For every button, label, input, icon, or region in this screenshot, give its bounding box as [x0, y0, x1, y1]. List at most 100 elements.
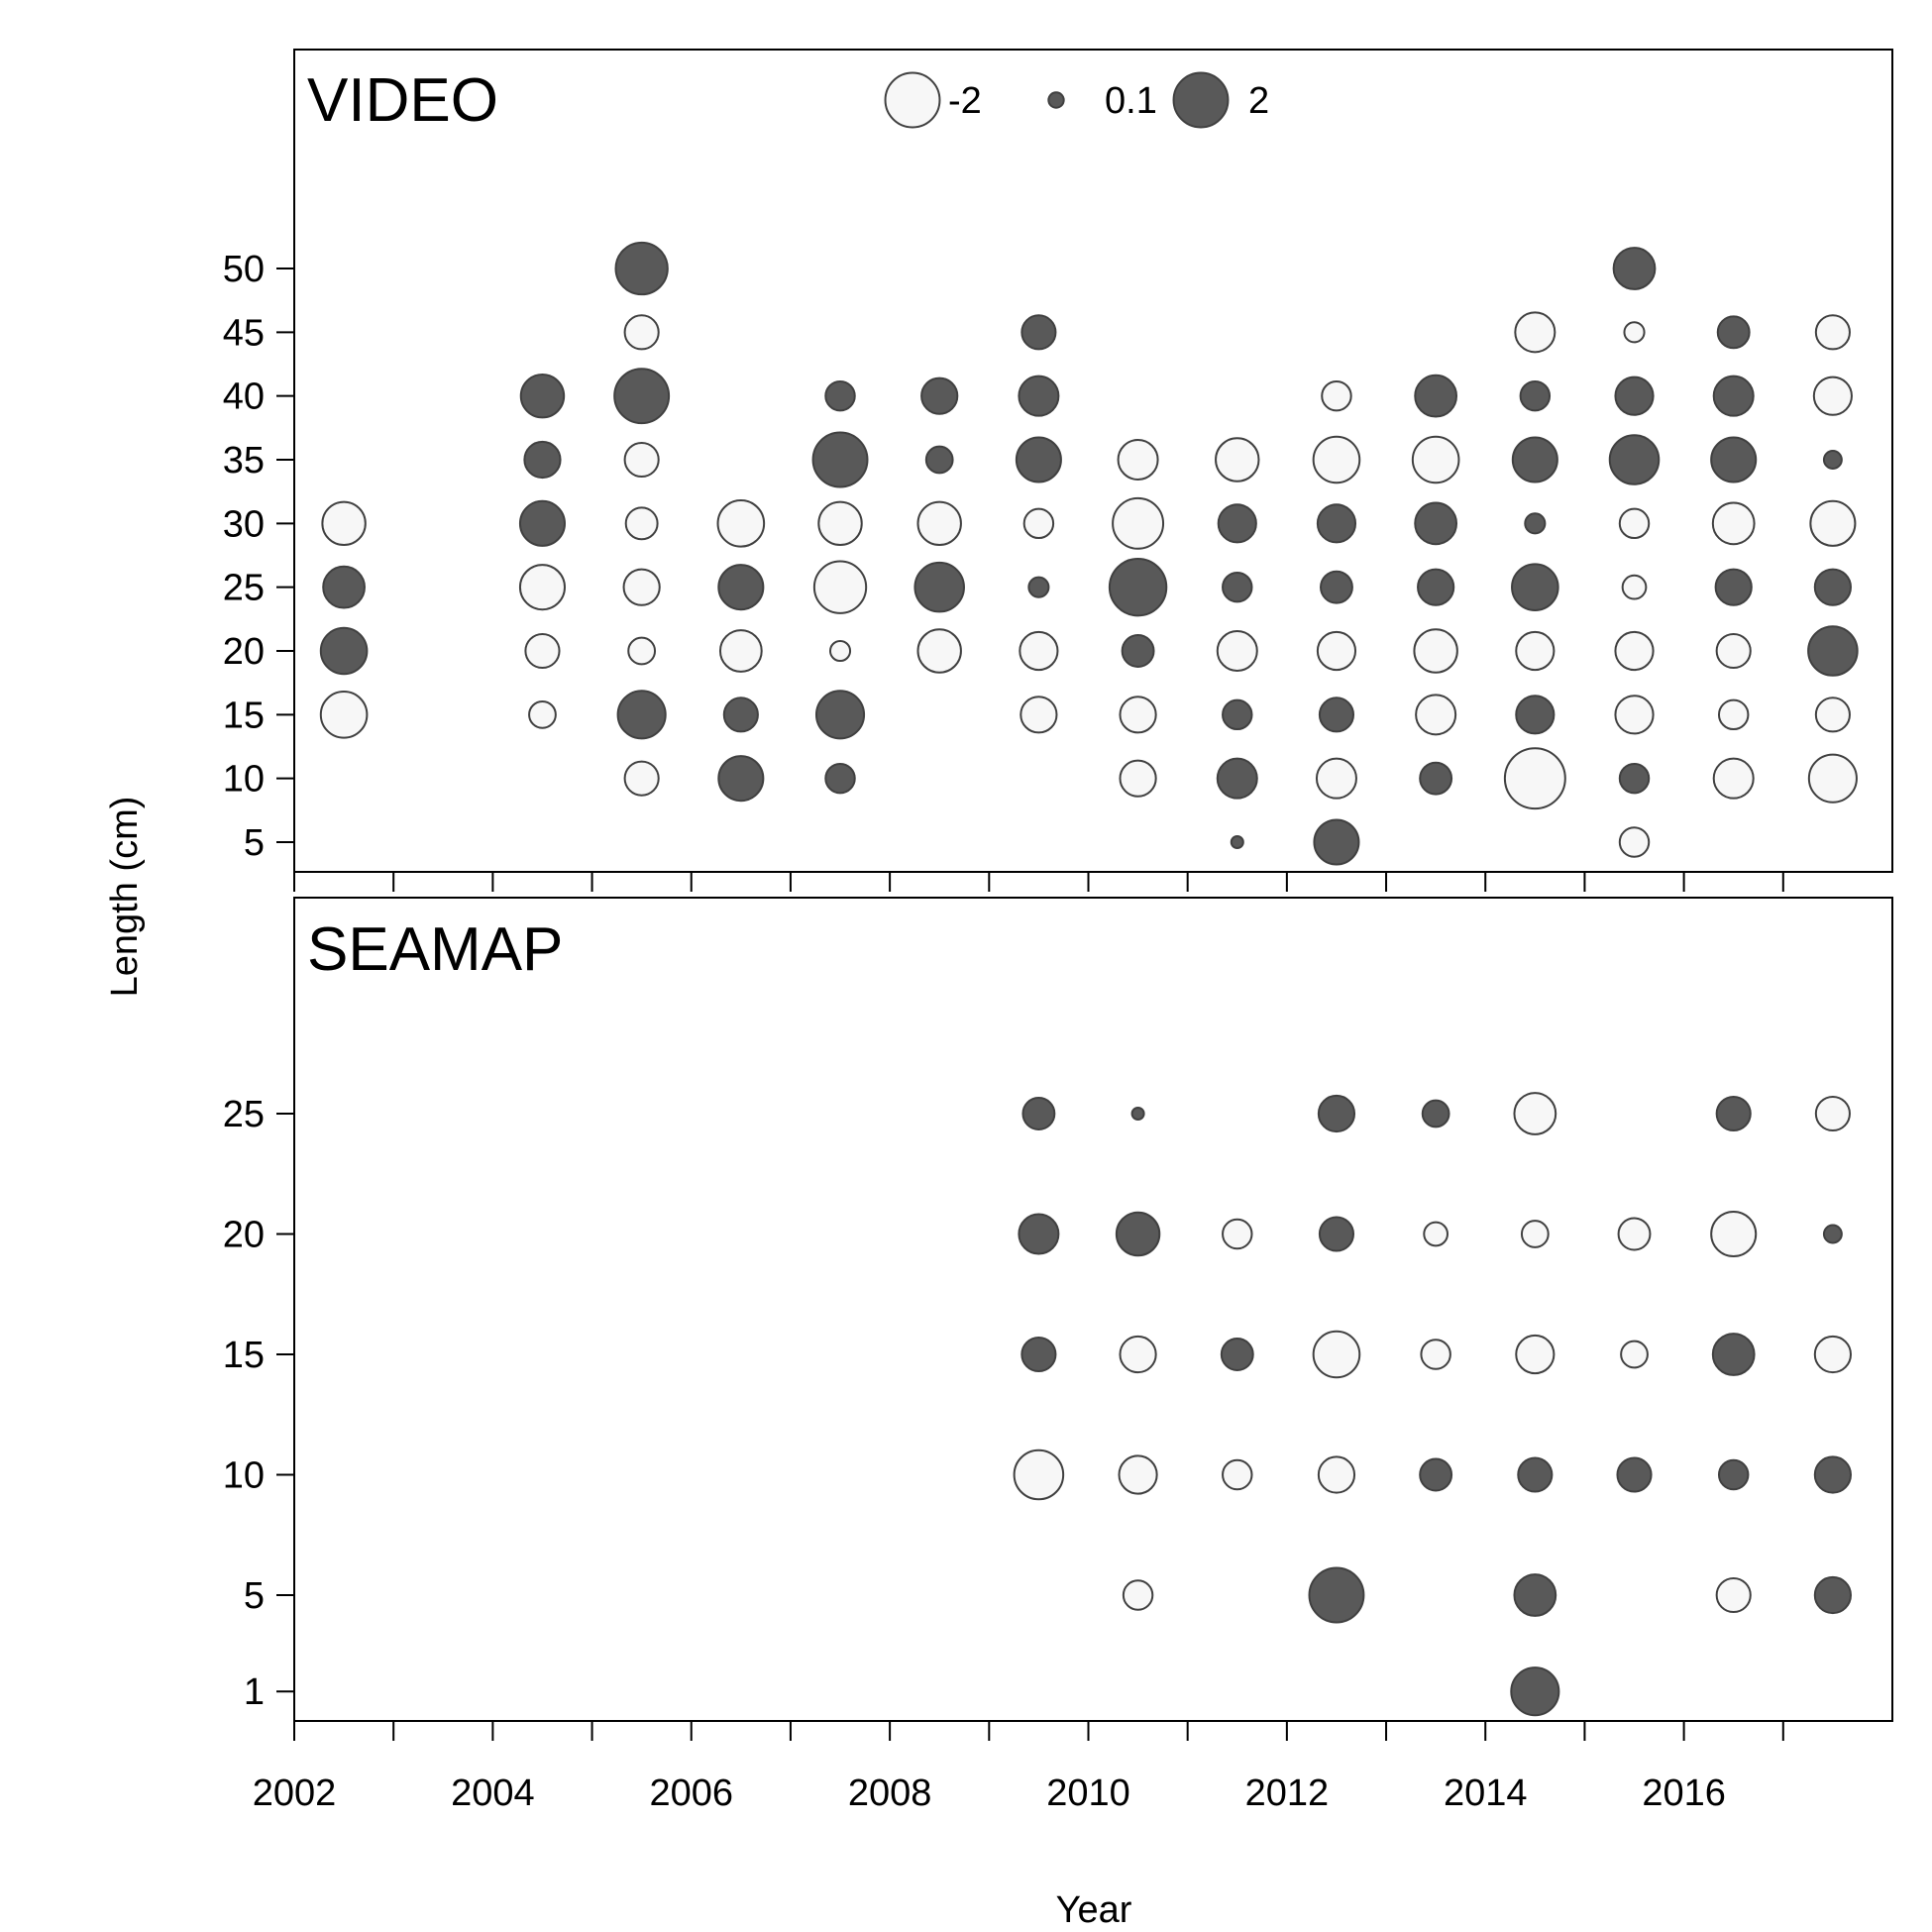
bubble-point — [614, 241, 669, 296]
legend-bubble — [1047, 91, 1065, 109]
bubble-point — [1423, 1221, 1449, 1247]
bubble-point — [1027, 576, 1050, 598]
chart-legend: -2 0.1 2 — [884, 71, 1269, 129]
bubble-point — [518, 564, 566, 611]
bubble-point — [1316, 503, 1357, 544]
bubble-point — [1222, 1218, 1253, 1250]
bubble-point — [1515, 630, 1556, 672]
x-tick-label: 2006 — [649, 1772, 733, 1814]
bubble-point — [1115, 1211, 1161, 1257]
bubble-point — [519, 373, 566, 419]
bubble-point — [1614, 630, 1655, 672]
bubble-point — [1617, 1217, 1652, 1251]
x-tick-label: 2004 — [451, 1772, 535, 1814]
y-axis-title: Length (cm) — [104, 797, 146, 998]
x-tick-label: 2016 — [1642, 1772, 1726, 1814]
bubble-point — [319, 626, 369, 676]
bubble-point — [1020, 1336, 1057, 1373]
bubble-point — [1222, 571, 1253, 603]
bubble-point — [1414, 501, 1458, 546]
bubble-point — [1623, 321, 1646, 344]
y-tick-label: 20 — [223, 631, 265, 673]
x-axis: 2002 2004 2006 2008 2010 2012 2014 2016 — [253, 871, 1784, 1814]
bubble-point — [1814, 1095, 1851, 1132]
bubble-point — [1524, 512, 1547, 535]
bubble-point — [916, 628, 962, 674]
bubble-point — [623, 760, 660, 797]
bubble-point — [1317, 1094, 1356, 1133]
bubble-point — [523, 440, 562, 480]
y-tick-label: 15 — [223, 695, 265, 736]
bubble-point — [1317, 1455, 1356, 1494]
bubble-point — [1414, 374, 1458, 418]
bubble-point — [1807, 625, 1859, 677]
bubble-point — [1013, 1449, 1065, 1501]
bubble-point — [1130, 1106, 1145, 1122]
y-tick-label: 5 — [244, 822, 265, 864]
bubble-point — [1415, 694, 1457, 736]
bubble-point — [623, 441, 660, 479]
panel-frame — [293, 897, 1893, 1722]
bubble-point — [1222, 1458, 1253, 1491]
bubble-point — [1813, 568, 1852, 606]
bubble-point — [1807, 753, 1858, 804]
bubble-point — [1511, 436, 1558, 483]
bubble-point — [1614, 376, 1655, 416]
bubble-point — [1022, 507, 1055, 540]
bubble-point — [1711, 1333, 1756, 1376]
bubble-point — [1520, 1220, 1550, 1248]
bubble-point — [321, 500, 367, 547]
bubble-point — [1711, 501, 1756, 546]
bubble-point — [1608, 434, 1661, 485]
bubble-point — [1710, 1210, 1758, 1258]
bubble-point — [1312, 435, 1361, 484]
bubble-point — [1715, 1095, 1752, 1132]
y-tick-label: 10 — [223, 759, 265, 801]
y-tick-label: 40 — [223, 376, 265, 418]
bubble-point — [1419, 761, 1453, 796]
bubble-point — [824, 762, 856, 795]
bubble-point — [524, 632, 561, 670]
bubble-point — [1612, 247, 1657, 290]
bubble-point — [1515, 695, 1556, 735]
bubble-point — [1714, 568, 1753, 606]
x-tick-label: 2012 — [1245, 1772, 1330, 1814]
bubble-point — [1517, 1456, 1554, 1493]
bubble-point — [717, 755, 765, 803]
x-tick-label: 2014 — [1444, 1772, 1528, 1814]
bubble-point — [1419, 1457, 1453, 1492]
bubble-point — [627, 636, 657, 666]
bubble-point — [1019, 630, 1059, 672]
bubble-point — [1118, 1454, 1158, 1495]
bubble-point — [1021, 1097, 1056, 1130]
panel-title: VIDEO — [307, 66, 498, 135]
bubble-point — [1614, 695, 1655, 735]
x-tick-label: 2008 — [848, 1772, 932, 1814]
y-tick-label: 1 — [244, 1671, 265, 1713]
bubble-point — [1411, 435, 1460, 484]
x-tick-label: 2002 — [253, 1772, 337, 1814]
bubble-point — [920, 376, 959, 415]
bubble-point — [1108, 557, 1168, 617]
bubble-point — [1618, 826, 1651, 858]
bubble-point — [1618, 507, 1651, 540]
legend-label: 0.1 — [1105, 80, 1157, 122]
bubble-point — [1812, 376, 1853, 416]
bubble-point — [624, 506, 659, 541]
bubble-point — [1313, 818, 1360, 866]
bubble-point — [1230, 834, 1244, 850]
bubble-point — [913, 561, 965, 613]
bubble-point — [1020, 314, 1057, 351]
bubble-point — [828, 639, 852, 663]
y-tick-label: 35 — [223, 440, 265, 482]
bubble-point — [1712, 375, 1755, 417]
bubble-point — [814, 690, 866, 740]
bubble-point — [1216, 757, 1258, 800]
y-tick-label: 20 — [223, 1215, 265, 1256]
bubble-point — [1018, 375, 1060, 417]
bubble-point — [722, 697, 759, 733]
bubble-point — [1421, 1099, 1450, 1128]
bubble-point — [319, 691, 369, 739]
